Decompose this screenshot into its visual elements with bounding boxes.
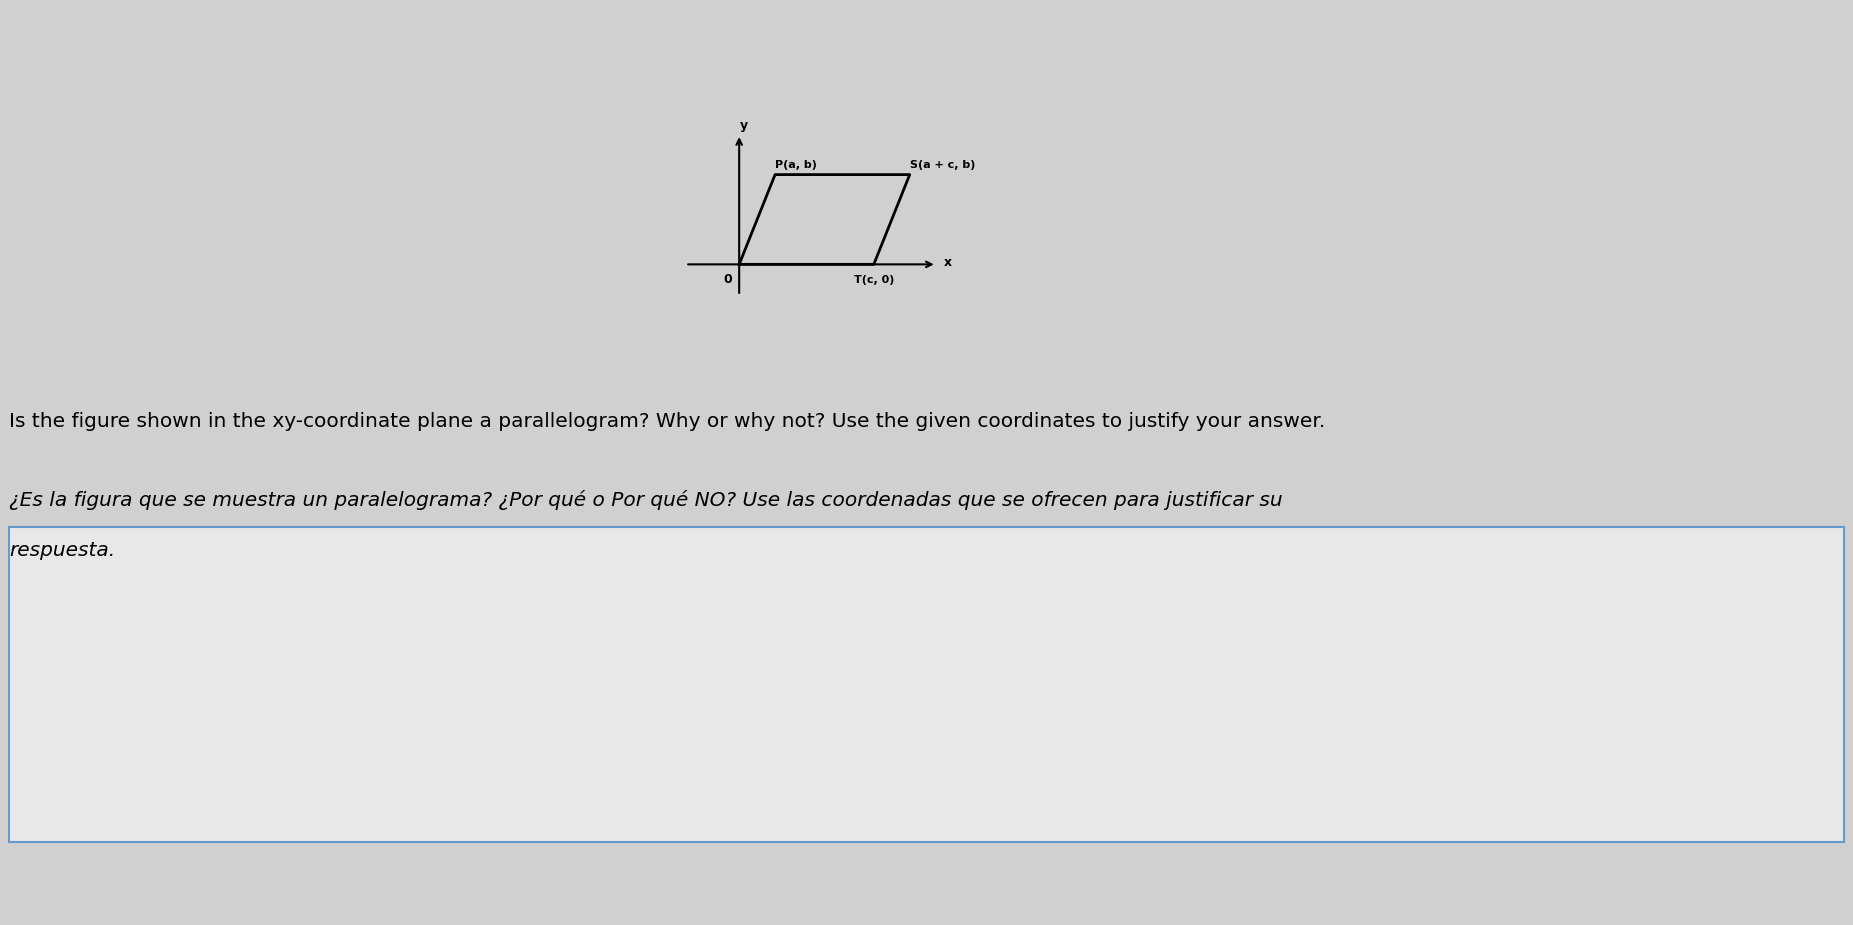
Text: 0: 0: [723, 273, 732, 287]
Text: respuesta.: respuesta.: [9, 541, 115, 561]
Text: Is the figure shown in the xy-coordinate plane a parallelogram? Why or why not? : Is the figure shown in the xy-coordinate…: [9, 412, 1325, 431]
Text: ¿Es la figura que se muestra un paralelograma? ¿Por qué o Por qué NO? Use las co: ¿Es la figura que se muestra un paralelo…: [9, 490, 1282, 511]
Text: x: x: [943, 256, 952, 269]
Text: P(a, b): P(a, b): [775, 160, 817, 170]
Text: T(c, 0): T(c, 0): [854, 275, 893, 285]
Text: S(a + c, b): S(a + c, b): [910, 160, 975, 170]
Text: y: y: [739, 118, 749, 131]
